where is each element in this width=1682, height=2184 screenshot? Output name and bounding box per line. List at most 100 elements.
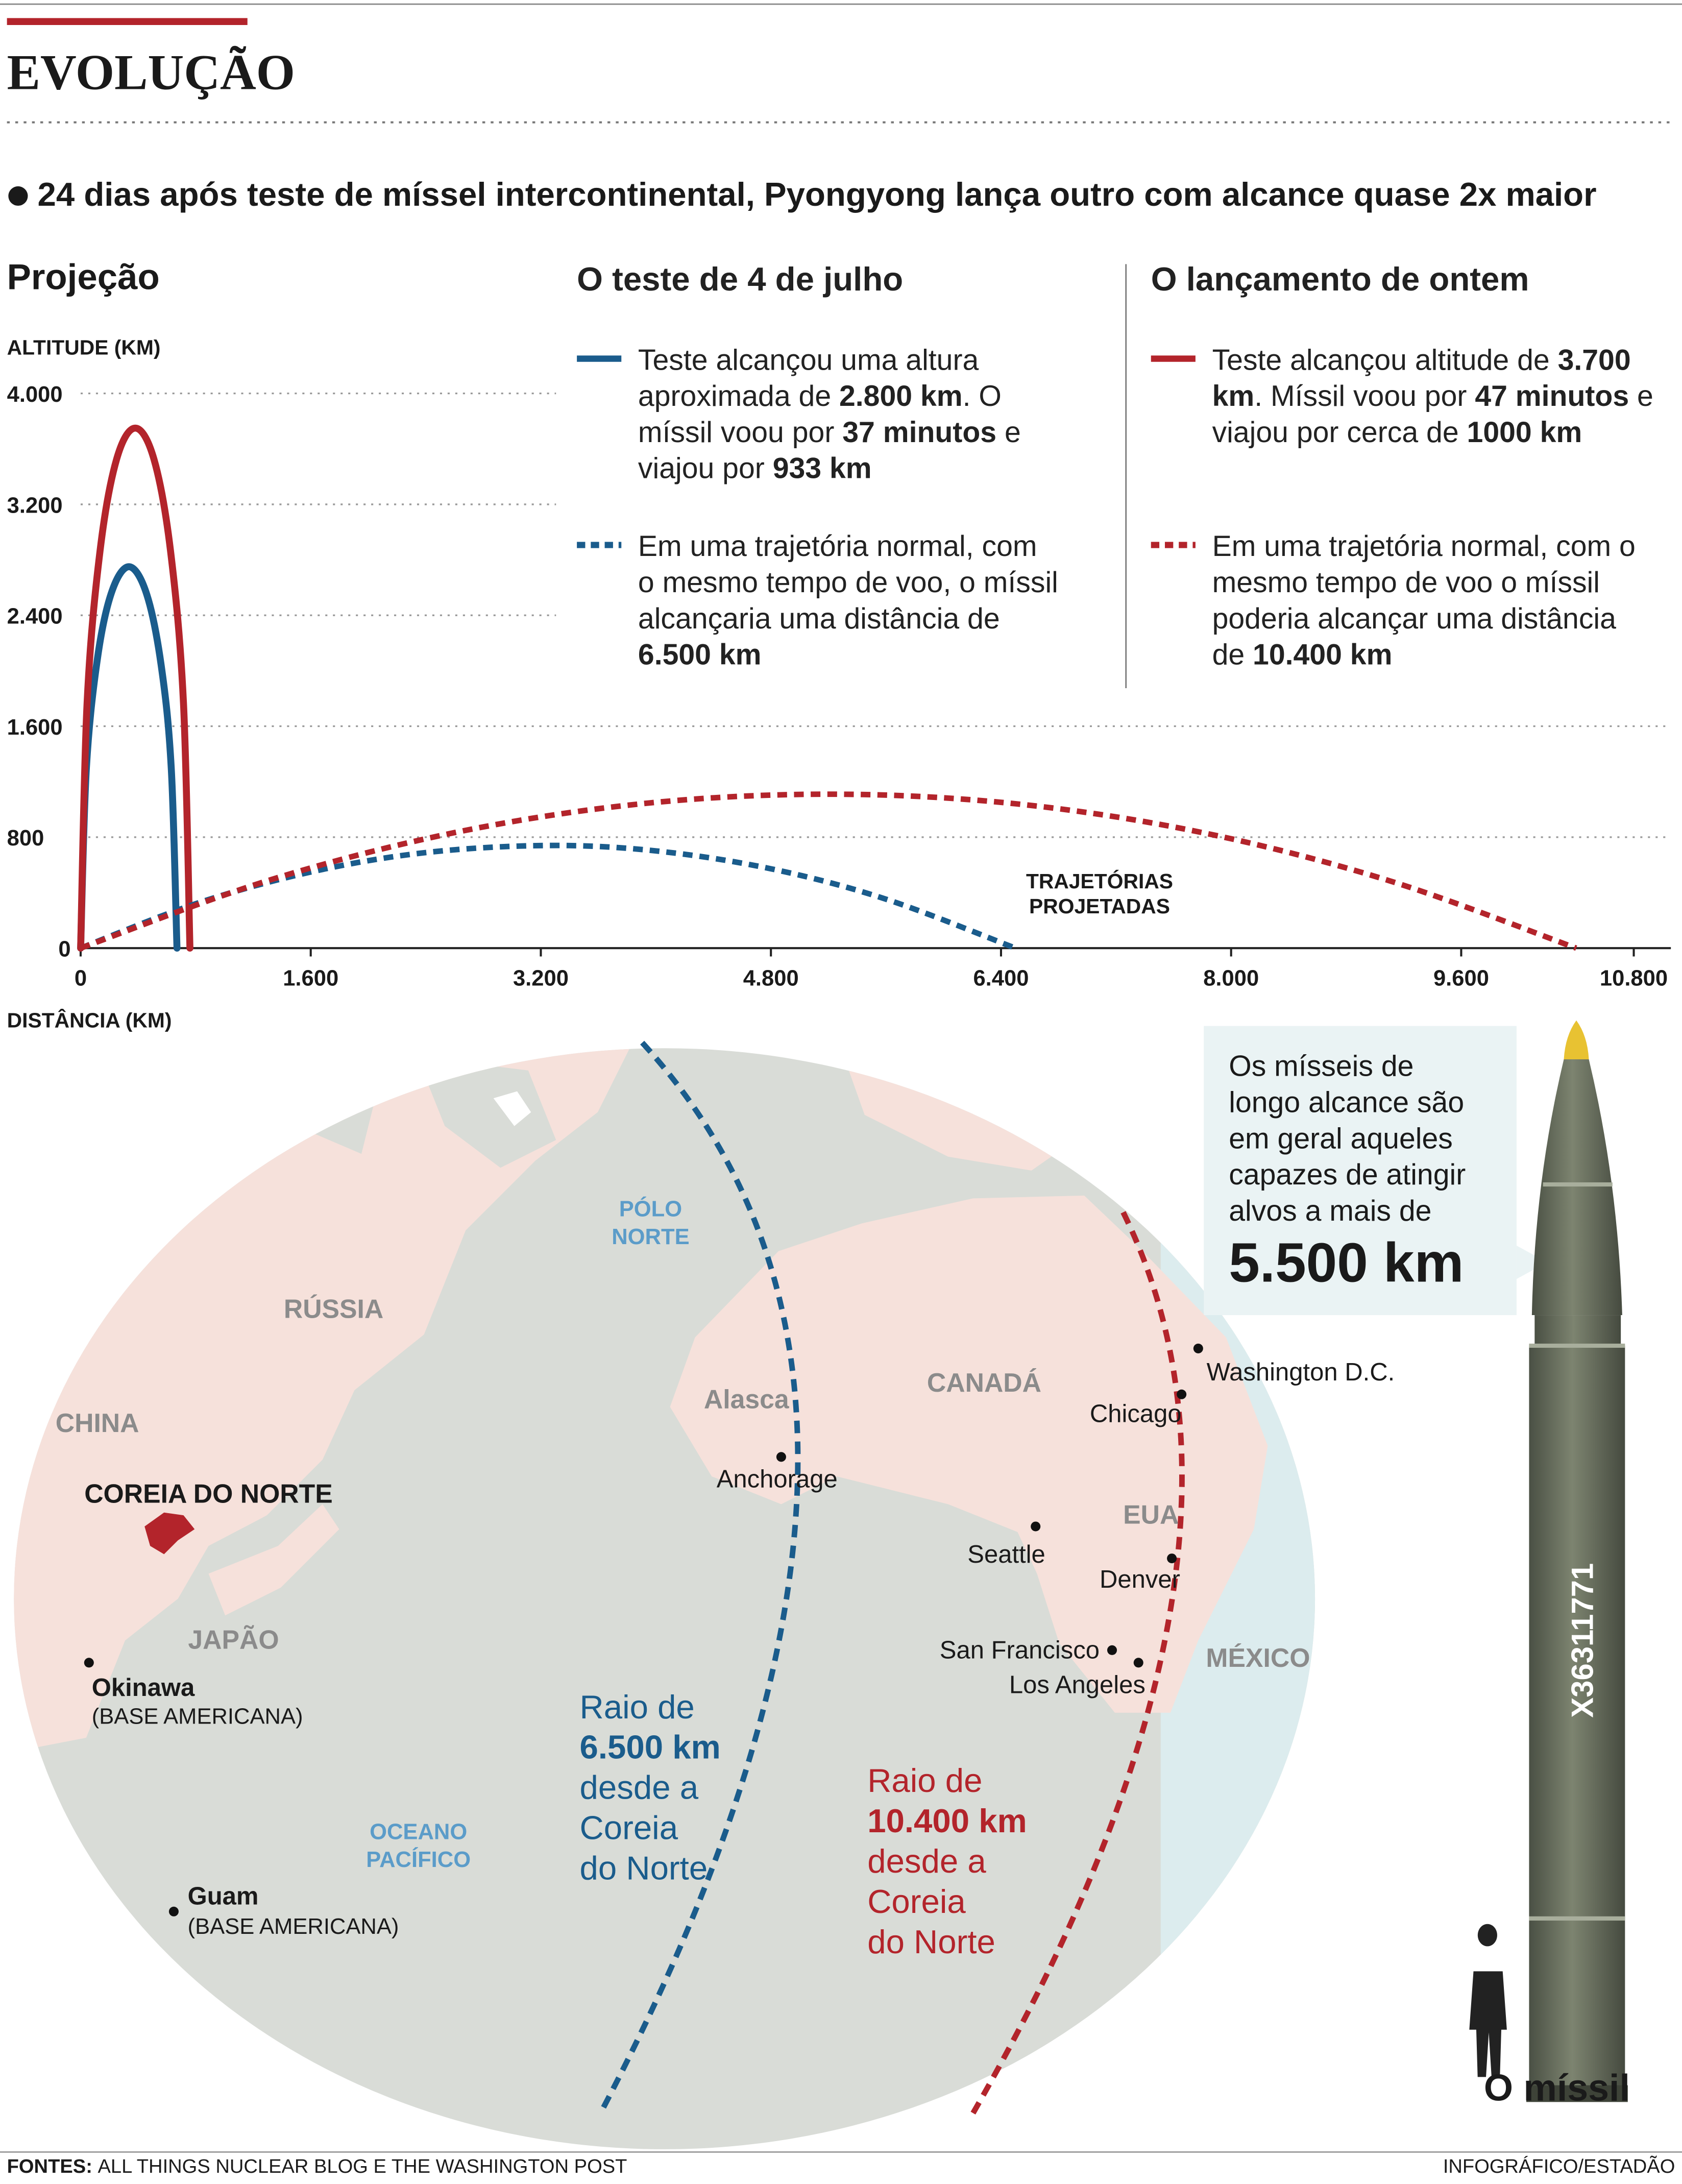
missile-tip <box>1564 1020 1589 1060</box>
chart: 0 800 1.600 2.400 3.200 4.000 O teste de 4 de … <box>7 250 1682 991</box>
base-label: Guam <box>188 1883 259 1910</box>
legend-text-part: . O <box>963 380 1002 412</box>
legend-text: viajou por cerca de 1000 km <box>1212 416 1582 449</box>
legend-text-bold: 37 minutos <box>842 416 996 449</box>
legend-text-bold: 6.500 km <box>638 639 762 671</box>
x-tick-label: 3.200 <box>513 966 569 991</box>
series-line <box>77 424 193 952</box>
legend-text-part: míssil voou por <box>638 416 842 449</box>
note-line: Os mísseis de <box>1229 1050 1413 1083</box>
japan <box>208 1504 339 1616</box>
base-dot <box>84 1658 94 1668</box>
x-tick-label: 1.600 <box>283 966 338 991</box>
city-dot <box>1133 1658 1143 1668</box>
footer-sources: FONTES: ALL THINGS NUCLEAR BLOG E THE WA… <box>7 2155 627 2177</box>
base-dot <box>168 1906 179 1916</box>
legend-group-title: O teste de 4 de julho <box>577 260 903 298</box>
note-highlight: 5.500 km <box>1229 1232 1464 1294</box>
legend-text-part: viajou por <box>638 452 773 485</box>
korea-label: COREIA DO NORTE <box>84 1479 333 1509</box>
city-label: Washington D.C. <box>1207 1358 1395 1386</box>
x-tick-label: 9.600 <box>1433 966 1489 991</box>
legend-text-bold: 2.800 km <box>839 380 963 412</box>
radius-label: Coreia <box>867 1883 966 1920</box>
base-label: Okinawa <box>92 1674 195 1702</box>
city-label: Seattle <box>967 1541 1045 1568</box>
y-tick-label: 3.200 <box>7 493 63 518</box>
legend-text: 6.500 km <box>638 639 762 671</box>
legend-panel <box>556 250 1682 698</box>
north-america <box>670 1195 1268 1713</box>
series-line <box>80 791 1577 951</box>
legend-text-part: alcançaria uma distância de <box>638 602 1000 635</box>
legend-text: aproximada de 2.800 km. O <box>638 380 1002 412</box>
missile-serial: Х36311771 <box>1566 1563 1600 1718</box>
note-background <box>1204 1026 1517 1316</box>
chart-title: Projeção <box>7 257 160 297</box>
radius-arc-blue <box>598 1040 801 2115</box>
x-tick-label: 10.800 <box>1600 966 1668 991</box>
legend-text: alcançaria uma distância de <box>638 602 1000 635</box>
city-dot <box>1193 1343 1203 1353</box>
base-note: (BASE AMERICANA) <box>92 1705 303 1729</box>
legend-text: de 10.400 km <box>1212 639 1393 671</box>
legend-text: Teste alcançou uma altura <box>638 344 979 376</box>
y-tick-label: 800 <box>7 826 44 851</box>
city-dot <box>1107 1645 1117 1655</box>
note-line: alvos a mais de <box>1229 1195 1431 1227</box>
legend-text: mesmo tempo de voo o míssil <box>1212 566 1600 599</box>
city-dot <box>1167 1554 1177 1564</box>
x-axis-label: DISTÂNCIA (KM) <box>7 1008 172 1032</box>
legend-text-part: Em uma trajetória normal, com o <box>1212 530 1636 563</box>
x-tick-label: 4.800 <box>743 966 799 991</box>
radius-label: Raio de <box>580 1688 695 1726</box>
region-label: CHINA <box>56 1408 139 1438</box>
radius-label: do Norte <box>580 1850 708 1887</box>
city-label: Los Angeles <box>1009 1671 1145 1699</box>
city-dot <box>776 1452 786 1462</box>
note-line: capazes de atingir <box>1229 1158 1466 1191</box>
radius-label: Coreia <box>580 1809 678 1847</box>
region-label: JAPÃO <box>188 1625 279 1655</box>
ocean-label: OCEANO <box>370 1820 467 1845</box>
legend-text-bold: 933 km <box>773 452 872 485</box>
missile-stage <box>1529 1345 1625 1919</box>
radius-label: do Norte <box>867 1923 995 1960</box>
legend-text-part: Em uma trajetória normal, com <box>638 530 1037 563</box>
legend-text-part: mesmo tempo de voo o míssil <box>1212 566 1600 599</box>
legend-text: Teste alcançou altitude de 3.700 <box>1212 344 1631 376</box>
base-note: (BASE AMERICANA) <box>188 1914 399 1939</box>
y-tick-label: 4.000 <box>7 382 63 407</box>
map: PÓLO NORTE OCEANO PACÍFICO RÚSSIA CHINA … <box>14 1040 1395 2149</box>
radius-label: Raio de <box>867 1762 982 1799</box>
legend-text-bold: 1000 km <box>1467 416 1582 449</box>
ocean-label: PACÍFICO <box>366 1847 471 1872</box>
missile-base <box>1526 2085 1628 2102</box>
globe <box>14 1048 1315 2149</box>
footer-source-list: ALL THINGS NUCLEAR BLOG E THE WASHINGTON… <box>97 2155 627 2177</box>
ice <box>493 1091 531 1126</box>
person-silhouette <box>1469 1924 1507 2077</box>
legend-text-part: . Míssil voou por <box>1254 380 1475 412</box>
legend-text-part: Teste alcançou uma altura <box>638 344 979 376</box>
footer-label: FONTES: <box>7 2155 92 2177</box>
legend-text-part: Teste alcançou altitude de <box>1212 344 1558 376</box>
region-label: CANADÁ <box>927 1368 1041 1397</box>
legend-text: km. Míssil voou por 47 minutos e <box>1212 380 1653 412</box>
annotation: TRAJETÓRIAS <box>1026 869 1173 893</box>
legend-text-bold: 10.400 km <box>1253 639 1392 671</box>
radius-label: desde a <box>580 1769 699 1806</box>
legend-text-part: poderia alcançar uma distância <box>1212 602 1617 635</box>
region-label: MÉXICO <box>1206 1643 1310 1672</box>
legend-text: Em uma trajetória normal, com <box>638 530 1037 563</box>
arctic-sea <box>312 1056 556 1168</box>
radius-label: desde a <box>867 1842 986 1880</box>
note-pointer <box>1516 1245 1547 1279</box>
north-korea <box>144 1512 195 1555</box>
legend-text-part: e <box>1629 380 1653 412</box>
